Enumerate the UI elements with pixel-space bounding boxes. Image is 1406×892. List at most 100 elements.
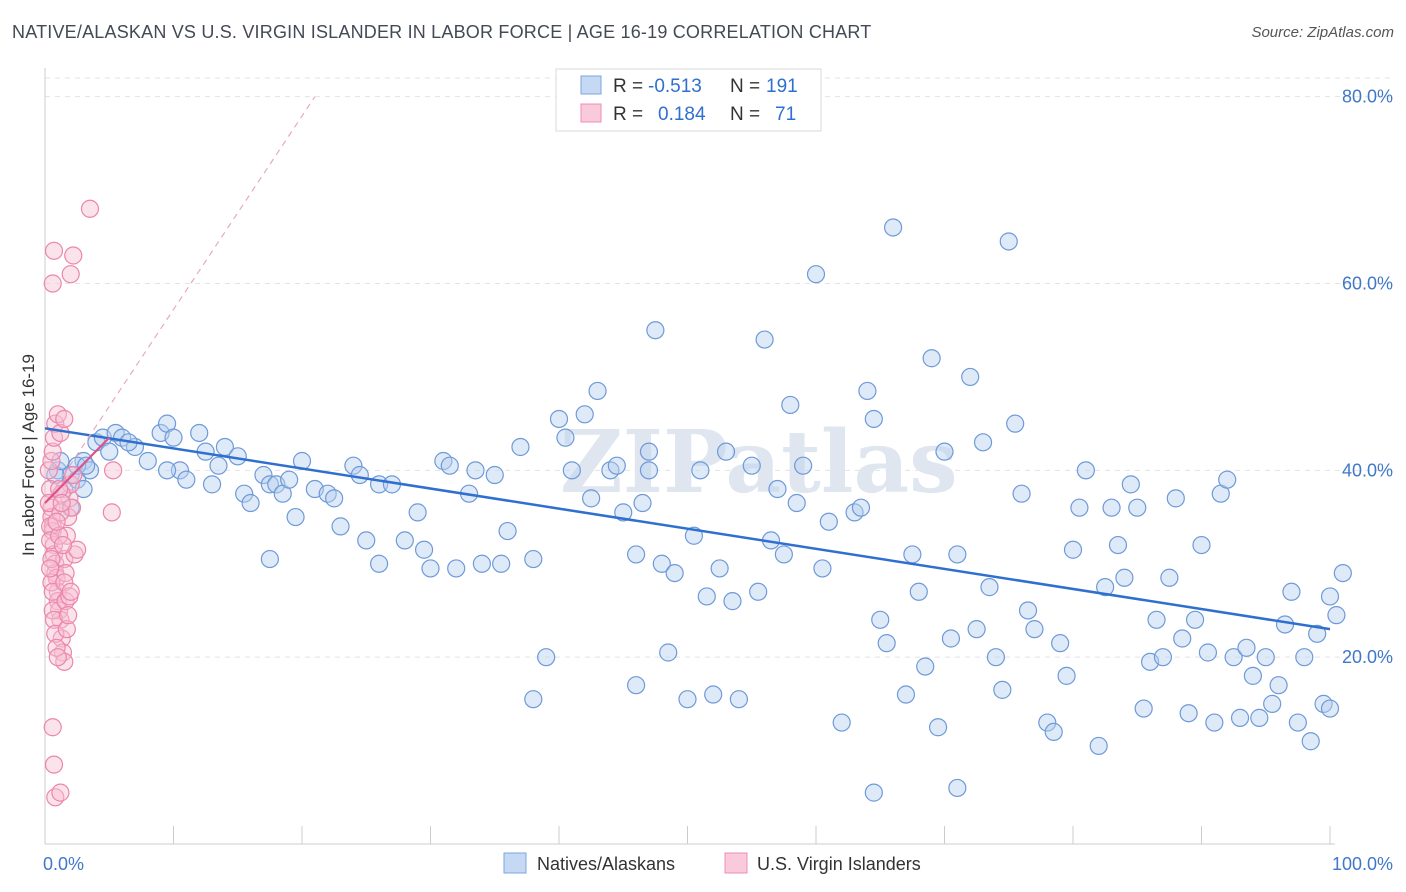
virgin-islanders-point-67 [47, 512, 66, 531]
natives-point-153 [1230, 708, 1250, 727]
natives-point-159 [1269, 676, 1288, 695]
virgin-islanders-point-60 [53, 535, 73, 555]
virgin-islanders-point-13 [50, 601, 69, 620]
natives-point-84 [742, 456, 761, 475]
natives-point-67 [614, 503, 633, 522]
legend-label-natives: Natives/Alaskans [537, 854, 675, 874]
natives-point-54 [492, 554, 511, 573]
natives-point-74 [665, 563, 684, 583]
natives-point-182 [77, 456, 96, 475]
virgin-islanders-point-20 [57, 526, 76, 545]
natives-point-95 [819, 512, 838, 531]
x-tick-label-0: 0.0% [43, 854, 84, 874]
natives-point-66 [607, 456, 626, 475]
natives-point-73 [659, 643, 678, 662]
natives-point-112 [948, 545, 967, 564]
virgin-islanders-point-35 [61, 265, 80, 284]
natives-point-104 [896, 685, 916, 704]
natives-point-92 [794, 456, 813, 475]
natives-point-52 [472, 554, 491, 573]
legend-swatch-blue [580, 75, 602, 95]
legend-n-value-2: 71 [775, 104, 796, 125]
natives-point-137 [1128, 498, 1147, 517]
natives-point-120 [1006, 414, 1025, 433]
virgin-islanders-point-54 [46, 624, 65, 643]
natives-point-154 [1237, 638, 1256, 657]
natives-point-107 [916, 657, 935, 676]
virgin-islanders-point-11 [48, 582, 67, 601]
tick-labels: 20.0% 40.0% 60.0% 80.0% 0.0% 100.0% [43, 87, 1393, 874]
y-axis-label: In Labor Force | Age 16-19 [19, 354, 38, 556]
natives-point-106 [909, 582, 928, 601]
natives-point-134 [1108, 535, 1128, 555]
natives-point-138 [1134, 699, 1153, 718]
legend-swatch-virgin-islanders [724, 852, 748, 874]
natives-point-155 [1243, 666, 1263, 685]
virgin-islanders-point-43 [68, 540, 87, 559]
natives-point-98 [851, 498, 871, 517]
natives-point-144 [1173, 629, 1192, 648]
natives-point-46 [421, 559, 440, 578]
natives-point-105 [903, 545, 922, 564]
natives-point-124 [1038, 713, 1057, 732]
natives-point-167 [1320, 699, 1340, 718]
trend-line-natives [44, 427, 1331, 631]
natives-point-133 [1102, 498, 1121, 517]
natives-point-93 [806, 265, 826, 284]
natives-point-90 [781, 395, 800, 415]
natives-point-148 [1198, 643, 1218, 662]
natives-point-57 [524, 690, 543, 709]
natives-point-88 [768, 479, 787, 499]
natives-point-131 [1089, 736, 1108, 756]
natives-point-70 [639, 461, 659, 480]
natives-point-113 [961, 367, 980, 387]
natives-point-118 [993, 680, 1012, 699]
legend-r-value-1: -0.513 [648, 76, 702, 97]
natives-point-164 [1301, 732, 1320, 751]
virgin-islanders-point-38 [43, 718, 62, 737]
natives-point-69 [633, 493, 652, 513]
natives-point-145 [1179, 704, 1198, 723]
natives-point-116 [980, 578, 999, 597]
natives-point-115 [973, 433, 993, 452]
virgin-islanders-point-49 [42, 549, 61, 569]
legend-r-label-1: R = [613, 76, 643, 97]
chart-title: NATIVE/ALASKAN VS U.S. VIRGIN ISLANDER I… [12, 22, 872, 42]
virgin-islanders-point-34 [44, 241, 64, 260]
watermark: ZIPatlas [560, 412, 958, 513]
natives-point-142 [1160, 568, 1179, 587]
virgin-islanders-point-32 [55, 409, 74, 429]
natives-point-77 [691, 461, 710, 480]
natives-point-127 [1057, 666, 1076, 685]
natives-point-39 [350, 465, 369, 485]
natives-point-168 [1320, 587, 1340, 606]
natives-point-18 [177, 470, 196, 489]
natives-point-9 [100, 442, 119, 461]
series-us-virgin-islanders [39, 199, 123, 807]
y-tick-label-1: 40.0% [1342, 460, 1393, 480]
natives-point-48 [440, 456, 459, 475]
natives-point-176 [157, 461, 177, 480]
virgin-islanders-point-56 [48, 648, 67, 667]
virgin-islanders-point-44 [104, 461, 123, 480]
virgin-islanders-point-55 [47, 638, 66, 657]
virgin-islanders-point-63 [57, 620, 76, 639]
virgin-islanders-point-64 [59, 606, 78, 625]
natives-point-99 [858, 381, 877, 401]
virgin-islanders-point-33 [43, 274, 62, 293]
virgin-islanders-point-45 [102, 503, 121, 522]
correlation-legend: R = -0.513 N = 191 R = 0.184 N = 71 [555, 68, 822, 132]
natives-point-135 [1115, 568, 1134, 587]
natives-point-126 [1051, 634, 1070, 653]
natives-point-62 [575, 405, 594, 424]
natives-point-128 [1063, 540, 1083, 559]
natives-point-44 [408, 503, 427, 522]
natives-point-72 [652, 554, 671, 573]
source-label: Source: ZipAtlas.com [1251, 24, 1394, 41]
natives-point-117 [986, 648, 1006, 667]
natives-point-60 [556, 428, 575, 447]
natives-point-146 [1185, 610, 1205, 629]
natives-point-31 [280, 470, 299, 489]
natives-point-79 [704, 685, 723, 704]
